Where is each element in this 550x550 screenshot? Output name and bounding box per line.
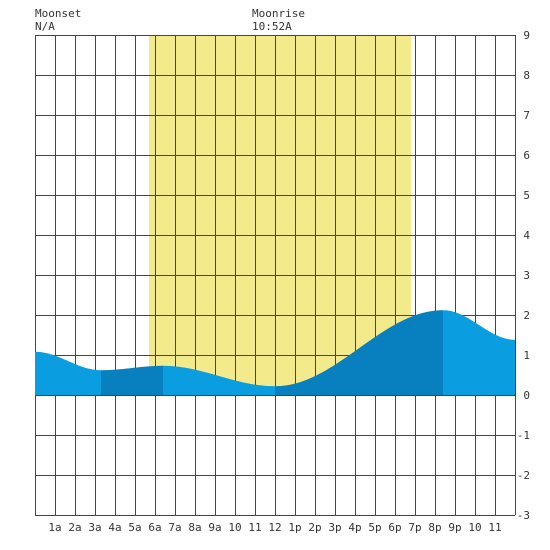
tide-area-dark: [101, 365, 163, 395]
x-tick-label: 6a: [148, 521, 161, 534]
x-tick-label: 3a: [88, 521, 101, 534]
x-tick-label: 9a: [208, 521, 221, 534]
y-tick-label: 7: [523, 109, 530, 122]
x-tick-label: 3p: [328, 521, 341, 534]
x-tick-label: 7a: [168, 521, 181, 534]
moonrise-value: 10:52A: [252, 20, 292, 33]
x-tick-label: 10: [468, 521, 481, 534]
x-tick-label: 2a: [68, 521, 81, 534]
tide-area-light: [443, 310, 515, 395]
x-tick-label: 7p: [408, 521, 421, 534]
moonrise-label: Moonrise: [252, 7, 305, 20]
y-tick-label: 0: [523, 389, 530, 402]
x-tick-label: 6p: [388, 521, 401, 534]
x-tick-label: 4p: [348, 521, 361, 534]
y-tick-label: 2: [523, 309, 530, 322]
y-tick-label: -3: [517, 509, 530, 522]
x-tick-label: 9p: [448, 521, 461, 534]
tide-area-dark: [275, 310, 443, 395]
x-tick-label: 12: [268, 521, 281, 534]
x-tick-label: 8a: [188, 521, 201, 534]
x-tick-label: 1a: [48, 521, 61, 534]
y-tick-label: 4: [523, 229, 530, 242]
x-tick-label: 1p: [288, 521, 301, 534]
x-tick-label: 10: [228, 521, 241, 534]
y-tick-label: 3: [523, 269, 530, 282]
tide-area-light: [163, 365, 275, 395]
tide-area-light: [35, 351, 101, 395]
x-tick-label: 11: [488, 521, 501, 534]
y-tick-label: 8: [523, 69, 530, 82]
y-tick-label: -2: [517, 469, 530, 482]
y-tick-label: 6: [523, 149, 530, 162]
x-tick-label: 5p: [368, 521, 381, 534]
y-tick-label: -1: [517, 429, 530, 442]
daylight-band: [149, 35, 411, 395]
x-tick-label: 2p: [308, 521, 321, 534]
x-tick-label: 5a: [128, 521, 141, 534]
y-tick-label: 5: [523, 189, 530, 202]
y-tick-label: 1: [523, 349, 530, 362]
x-tick-label: 11: [248, 521, 261, 534]
x-tick-label: 4a: [108, 521, 121, 534]
y-tick-label: 9: [523, 29, 530, 42]
x-tick-label: 8p: [428, 521, 441, 534]
moonset-value: N/A: [35, 20, 55, 33]
moonset-label: Moonset: [35, 7, 82, 20]
